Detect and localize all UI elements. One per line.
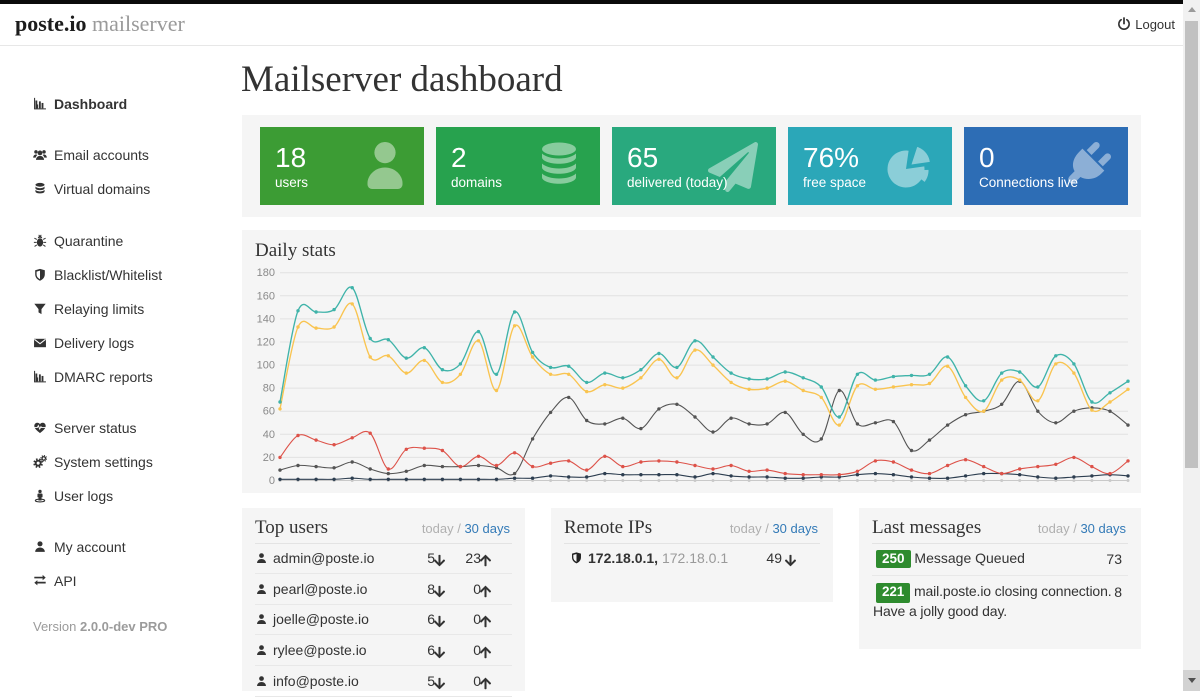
svg-text:100: 100 (257, 360, 275, 372)
svg-text:120: 120 (257, 337, 275, 349)
svg-text:160: 160 (257, 290, 275, 302)
svg-text:20: 20 (263, 452, 275, 464)
svg-text:0: 0 (269, 475, 275, 487)
svg-text:60: 60 (263, 406, 275, 418)
svg-text:180: 180 (257, 267, 275, 279)
svg-text:40: 40 (263, 429, 275, 441)
svg-text:80: 80 (263, 383, 275, 395)
svg-text:140: 140 (257, 313, 275, 325)
